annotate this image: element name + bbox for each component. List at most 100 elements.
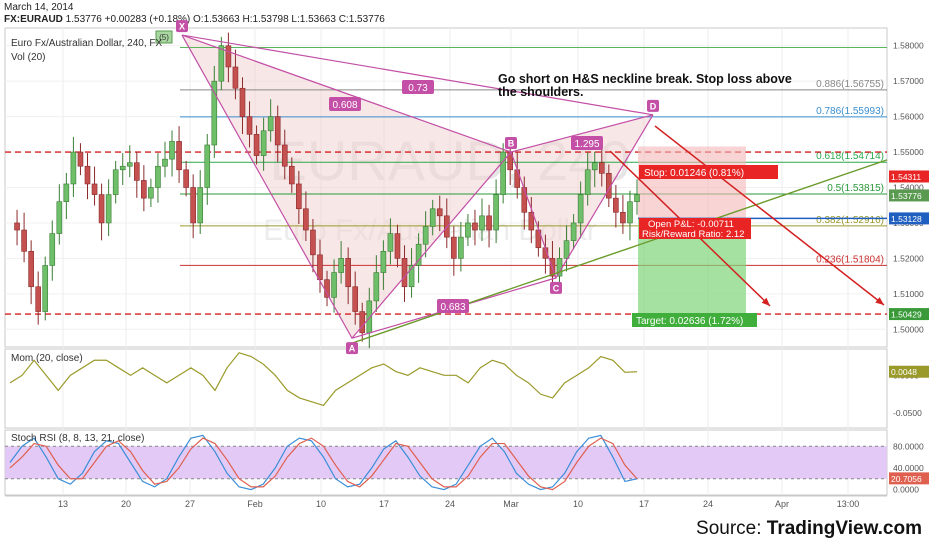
y-tick-label: 1.56000	[893, 112, 924, 122]
source-brand: TradingView.com	[766, 518, 922, 539]
candle-body	[598, 162, 605, 174]
stoch-value-tag-box	[889, 472, 929, 485]
momentum-line	[9, 352, 638, 407]
x-tick-label: 27	[185, 499, 195, 509]
point-badge-label: X	[179, 22, 185, 32]
candle-body	[331, 272, 337, 298]
ratio-badge	[329, 97, 361, 111]
x-tick-label: Apr	[775, 499, 789, 509]
candle-body	[112, 169, 119, 195]
candle-body	[190, 187, 196, 224]
candle-body	[563, 240, 570, 259]
y-tick-label: 1.51000	[893, 289, 924, 299]
risk-reward-label: Risk/Reward Ratio: 2.12	[642, 229, 744, 240]
ratio-label: 0.73	[408, 83, 428, 94]
candle-body	[126, 162, 133, 167]
point-badge-x	[176, 20, 188, 33]
candle-body	[345, 258, 351, 288]
candle-body	[49, 233, 56, 266]
main-chart-title: Euro Fx/Australian Dollar, 240, FX	[11, 38, 163, 49]
candle-body	[620, 212, 626, 224]
stoch-value-tag: 20.7056	[891, 474, 922, 484]
volume-label: Vol (20)	[11, 52, 45, 63]
candle-body	[352, 286, 359, 312]
source-credit: Source: TradingView.com	[696, 518, 922, 540]
point-badge-d	[647, 99, 659, 112]
y-tick-label: 1.50000	[893, 324, 924, 334]
x-tick-label: 10	[573, 499, 583, 509]
y-tick-label: 1.52000	[893, 253, 924, 263]
candle-body	[521, 187, 528, 213]
x-tick-label: 24	[445, 499, 455, 509]
candle-body	[366, 300, 373, 334]
target-label: Target: 0.02636 (1.72%)	[636, 316, 743, 327]
candle-body	[141, 180, 147, 199]
candle-body	[281, 144, 288, 167]
candle-body	[429, 208, 436, 227]
stoch-series-2	[9, 437, 638, 491]
fib-level-label: 0.786(1.55993)	[816, 106, 884, 117]
harmonic-bd-line	[510, 114, 654, 153]
candle-body	[274, 116, 281, 146]
stoch-title: Stoch RSI (8, 8, 13, 21, close)	[11, 433, 144, 444]
ratio-badge	[571, 136, 603, 150]
stop-label: Stop: 0.01246 (0.81%)	[644, 168, 744, 179]
candle-body	[35, 286, 41, 312]
last-price: 1.53776	[65, 14, 102, 25]
candle-body	[401, 258, 408, 288]
fib-level-label: 0.236(1.51804)	[816, 254, 884, 265]
fib-level-label: 0.618(1.54714)	[816, 151, 884, 162]
candle-body	[98, 194, 105, 224]
point-badge-label: C	[553, 283, 560, 293]
candle-body	[246, 116, 253, 135]
candle-body	[422, 226, 429, 245]
x-tick-label: 17	[379, 499, 389, 509]
x-tick-label: 13:00	[837, 499, 860, 509]
candle-body	[570, 222, 577, 241]
point-badge-label: A	[349, 344, 356, 354]
momentum-title: Mom (20, close)	[11, 353, 83, 364]
candle-body	[239, 87, 246, 117]
x-tick-label: 20	[121, 499, 131, 509]
ratio-badge	[437, 299, 469, 313]
pl-label-box	[639, 218, 751, 239]
point-badge-label: B	[508, 139, 515, 149]
candle-body	[176, 141, 182, 171]
wave-badge	[155, 30, 173, 44]
stop-label-box	[639, 165, 778, 179]
ohlc-values: O:1.53663 H:1.53798 L:1.53663 C:1.53776	[193, 14, 385, 25]
candle-body	[436, 208, 443, 217]
candle-body	[169, 141, 175, 160]
mom-value-tag: 0.0048	[891, 367, 917, 377]
x-tick-label: Feb	[247, 499, 263, 509]
candle-body	[486, 215, 492, 231]
x-tick-label: 10	[316, 499, 326, 509]
x-tick-label: 24	[703, 499, 713, 509]
candle-body	[373, 272, 380, 302]
candle-body	[451, 236, 457, 259]
ratio-label: 0.608	[332, 100, 357, 111]
stoch-y-tick-label: 0.0000	[893, 485, 919, 495]
stoch-y-tick-label: 40.0000	[893, 463, 924, 473]
candle-body	[155, 165, 161, 188]
open-pl-label: Open P&L: -0.00711	[648, 219, 734, 230]
last-price-tag: 1.53776	[891, 191, 922, 201]
candle-body	[584, 169, 591, 195]
chart-date: March 14, 2014	[4, 2, 74, 13]
candle-body	[500, 151, 506, 195]
candle-body	[387, 233, 394, 252]
candle-body	[634, 194, 640, 202]
candle-body	[613, 197, 619, 213]
short-arrow-2-head	[875, 297, 884, 305]
candle-body	[380, 251, 387, 273]
wave-badge-label: (5)	[159, 33, 169, 42]
candle-body	[70, 151, 77, 185]
y-tick-label: 1.57000	[893, 76, 924, 86]
candle-body	[232, 66, 239, 89]
target-price-tag: 1.50429	[891, 310, 922, 320]
stoch-band	[5, 446, 887, 479]
y-tick-label: 1.54000	[893, 183, 924, 193]
candle-body	[134, 162, 140, 181]
candle-body	[556, 258, 563, 277]
fib-level-label: 0.886(1.56755)	[816, 79, 884, 90]
